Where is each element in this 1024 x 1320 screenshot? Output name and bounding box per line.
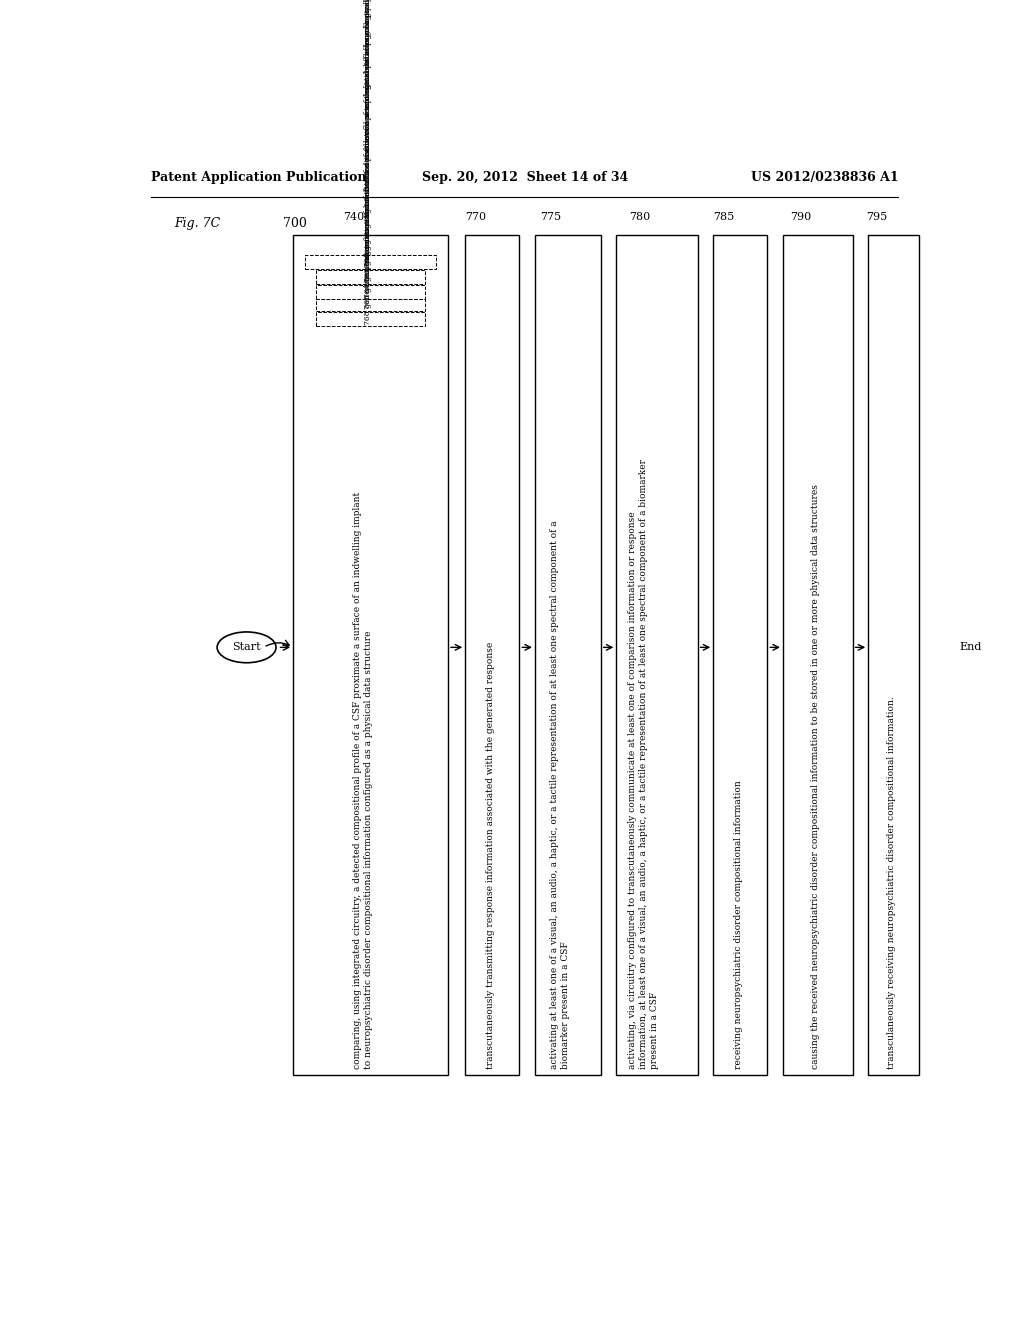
Text: US 2012/0238836 A1: US 2012/0238836 A1 xyxy=(751,172,898,185)
Ellipse shape xyxy=(217,632,276,663)
Text: transculaneously receiving neuropsychiatric disorder compositional information.: transculaneously receiving neuropsychiat… xyxy=(887,696,896,1069)
Text: 775: 775 xyxy=(541,211,561,222)
Text: Fig. 7C: Fig. 7C xyxy=(174,218,221,231)
Text: 766 generating information indicative of a development of a state of psychosis: 766 generating information indicative of… xyxy=(365,8,372,309)
Bar xyxy=(616,235,697,1074)
Text: comparing, using integrated circuitry, a detected compositional profile of a CSF: comparing, using integrated circuitry, a… xyxy=(353,491,373,1069)
Text: End: End xyxy=(959,643,982,652)
Text: Start: Start xyxy=(232,643,261,652)
Bar xyxy=(535,235,601,1074)
Bar xyxy=(316,271,425,284)
Text: 762 generating information indicative of a neurological pathology or a psychiatr: 762 generating information indicative of… xyxy=(365,0,372,282)
Text: receiving neuropsychiatric disorder compositional information: receiving neuropsychiatric disorder comp… xyxy=(733,780,742,1069)
Text: Sep. 20, 2012  Sheet 14 of 34: Sep. 20, 2012 Sheet 14 of 34 xyxy=(422,172,628,185)
Text: transcutaneously transmitting response information associated with the generated: transcutaneously transmitting response i… xyxy=(485,642,495,1069)
Text: 740: 740 xyxy=(343,211,365,222)
Bar xyxy=(305,255,436,268)
Text: Patent Application Publication: Patent Application Publication xyxy=(152,172,367,185)
Text: 785: 785 xyxy=(713,211,734,222)
Text: 790: 790 xyxy=(791,211,812,222)
Bar xyxy=(713,235,767,1074)
Bar xyxy=(316,300,425,312)
Bar xyxy=(465,235,519,1074)
Text: 780: 780 xyxy=(630,211,650,222)
Text: 760 generating information indicative of a presence of a neurological pathology : 760 generating information indicative of… xyxy=(365,0,372,267)
Text: 768 generating information indicative of a prodromal neurological disorder or a : 768 generating information indicative of… xyxy=(365,0,372,325)
Text: 764 generating an estimated time to occurrence information of a neurological pat: 764 generating an estimated time to occu… xyxy=(365,0,372,298)
Text: causing the received neuropsychiatric disorder compositional information to be s: causing the received neuropsychiatric di… xyxy=(811,483,820,1069)
Text: activating, via circuitry configured to transcutaneously communicate at least on: activating, via circuitry configured to … xyxy=(628,458,659,1069)
Text: 770: 770 xyxy=(465,211,486,222)
Bar xyxy=(316,285,425,300)
Bar xyxy=(316,313,425,326)
Bar xyxy=(783,235,853,1074)
Text: activating at least one of a visual, an audio, a haptic, or a tactile representa: activating at least one of a visual, an … xyxy=(550,520,570,1069)
Text: 700: 700 xyxy=(283,218,307,231)
Bar xyxy=(293,235,449,1074)
Bar xyxy=(868,235,919,1074)
Ellipse shape xyxy=(945,634,995,661)
Text: 795: 795 xyxy=(866,211,887,222)
